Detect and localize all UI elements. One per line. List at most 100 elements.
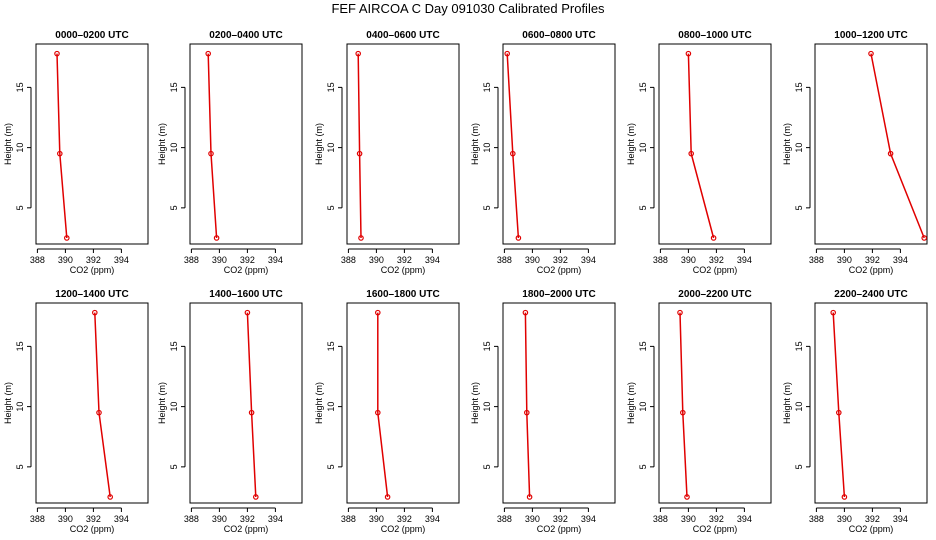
y-tick-label: 10 [482, 143, 492, 153]
y-tick-label: 15 [169, 341, 179, 351]
x-tick-label: 392 [86, 255, 101, 265]
data-point [205, 50, 212, 57]
x-axis-label: CO2 (ppm) [537, 524, 582, 534]
profile-line [56, 53, 68, 239]
data-point [841, 494, 848, 500]
x-tick-label: 392 [240, 255, 255, 265]
panel-title: 0000–0200 UTC [55, 30, 128, 41]
data-point [685, 50, 692, 57]
data-point [244, 309, 251, 316]
x-axis-label: CO2 (ppm) [224, 265, 269, 275]
panel-title: 0600–0800 UTC [522, 30, 595, 41]
data-point [358, 235, 364, 241]
x-tick-label: 394 [581, 514, 596, 524]
x-tick-label: 392 [86, 514, 101, 524]
data-point [526, 494, 533, 500]
data-point [887, 150, 894, 157]
y-tick-label: 5 [794, 205, 804, 210]
x-axis-label: CO2 (ppm) [381, 524, 426, 534]
x-tick-label: 390 [681, 255, 696, 265]
plot-frame [189, 43, 303, 245]
x-tick-label: 388 [30, 514, 45, 524]
x-axis-label: CO2 (ppm) [693, 524, 738, 534]
x-tick-label: 390 [525, 514, 540, 524]
y-tick-label: 5 [638, 205, 648, 210]
x-axis-label: CO2 (ppm) [693, 265, 738, 275]
y-tick-label: 15 [482, 82, 492, 92]
y-axis-label: Height (m) [157, 382, 167, 424]
data-point [56, 150, 63, 157]
data-point [509, 150, 516, 157]
data-point [374, 309, 381, 316]
y-tick-label: 10 [326, 402, 336, 412]
x-tick-label: 388 [497, 514, 512, 524]
x-tick-label: 394 [581, 255, 596, 265]
x-tick-label: 390 [837, 514, 852, 524]
y-axis-label: Height (m) [782, 382, 792, 424]
y-axis-label: Height (m) [157, 123, 167, 165]
data-point [384, 494, 391, 500]
x-tick-label: 390 [681, 514, 696, 524]
profile-line [506, 53, 520, 239]
x-tick-label: 392 [553, 255, 568, 265]
x-axis-label: CO2 (ppm) [224, 524, 269, 534]
data-point [64, 235, 70, 241]
panel-title: 1800–2000 UTC [522, 289, 595, 300]
x-tick-label: 388 [184, 514, 199, 524]
x-tick-label: 390 [58, 255, 73, 265]
profile-line [246, 312, 257, 498]
x-axis-label: CO2 (ppm) [70, 524, 115, 534]
data-point [92, 309, 98, 316]
y-tick-label: 10 [794, 143, 804, 153]
plot-frame [346, 302, 460, 504]
y-tick-label: 15 [482, 341, 492, 351]
data-point [374, 409, 381, 416]
y-axis-label: Height (m) [3, 123, 13, 165]
x-tick-label: 390 [212, 514, 227, 524]
x-tick-label: 394 [114, 514, 129, 524]
x-tick-label: 392 [397, 514, 412, 524]
x-tick-label: 392 [709, 514, 724, 524]
y-axis-label: Height (m) [626, 123, 636, 165]
y-tick-label: 10 [638, 143, 648, 153]
plot-frame [658, 43, 772, 245]
y-axis-label: Height (m) [470, 123, 480, 165]
y-tick-label: 10 [169, 402, 179, 412]
y-tick-label: 15 [326, 82, 336, 92]
y-tick-label: 15 [638, 341, 648, 351]
y-tick-label: 15 [638, 82, 648, 92]
profile-line [687, 53, 715, 239]
data-point [208, 150, 214, 157]
panel-title: 1600–1800 UTC [366, 289, 439, 300]
y-tick-label: 15 [326, 341, 336, 351]
data-point [253, 494, 259, 500]
x-tick-label: 392 [240, 514, 255, 524]
y-tick-label: 5 [15, 464, 25, 469]
panel-title: 1000–1200 UTC [834, 30, 907, 41]
x-tick-label: 390 [212, 255, 227, 265]
profile-line [679, 312, 688, 498]
x-tick-label: 392 [709, 255, 724, 265]
profile-line [524, 312, 531, 498]
x-tick-label: 388 [30, 255, 45, 265]
y-tick-label: 5 [326, 464, 336, 469]
data-point [684, 494, 690, 500]
x-tick-label: 390 [369, 255, 384, 265]
x-tick-label: 388 [653, 255, 668, 265]
panel-title: 1200–1400 UTC [55, 289, 128, 300]
data-point [830, 309, 837, 316]
data-point [107, 494, 114, 500]
plot-frame [658, 302, 772, 504]
data-point [96, 409, 102, 416]
x-tick-label: 388 [497, 255, 512, 265]
data-point [688, 150, 695, 157]
plot-frame [814, 302, 928, 504]
y-tick-label: 15 [794, 341, 804, 351]
x-axis-label: CO2 (ppm) [381, 265, 426, 275]
y-tick-label: 5 [326, 205, 336, 210]
y-tick-label: 10 [15, 402, 25, 412]
plot-frame [346, 43, 460, 245]
y-axis-label: Height (m) [314, 123, 324, 165]
panel-title: 0400–0600 UTC [366, 30, 439, 41]
